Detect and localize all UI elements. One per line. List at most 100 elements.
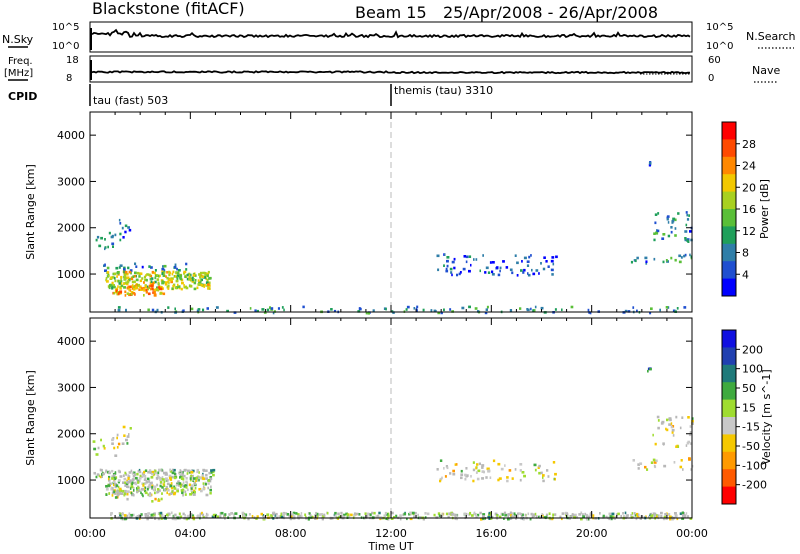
scatter-cell <box>485 308 488 311</box>
scatter-cell <box>153 515 156 519</box>
scatter-cell <box>183 270 187 274</box>
scatter-cell <box>608 517 611 521</box>
scatter-cell <box>166 487 169 491</box>
scatter-cell <box>119 222 122 225</box>
scatter-cell <box>154 517 157 520</box>
scatter-cell <box>192 476 194 480</box>
scatter-cell <box>682 514 686 517</box>
scatter-cell <box>474 513 477 516</box>
scatter-cell <box>650 461 654 464</box>
scatter-cell <box>652 512 656 515</box>
scatter-cell <box>448 512 451 515</box>
scatter-cell <box>485 476 488 479</box>
scatter-cell <box>124 517 127 521</box>
scatter-cell <box>461 306 465 310</box>
scatter-cell <box>497 462 501 466</box>
scatter-cell <box>632 459 635 462</box>
scatter-cell <box>146 487 149 491</box>
scatter-cell <box>104 269 107 272</box>
scatter-cell <box>142 494 144 498</box>
colorbar-tick-label: 20 <box>742 181 756 194</box>
scatter-cell <box>323 513 326 517</box>
scatter-cell <box>116 433 119 437</box>
scatter-cell <box>690 468 693 471</box>
scatter-cell <box>148 265 151 268</box>
scatter-cell <box>646 468 649 471</box>
scatter-cell <box>196 470 199 474</box>
scatter-cell <box>178 482 182 485</box>
scatter-cell <box>198 488 202 491</box>
scatter-cell <box>677 445 680 448</box>
scatter-cell <box>190 489 193 492</box>
scatter-cell <box>177 488 179 491</box>
scatter-cell <box>126 442 129 445</box>
scatter-cell <box>262 514 265 517</box>
scatter-cell <box>492 459 496 463</box>
scatter-cell <box>507 515 509 518</box>
scatter-cell <box>192 278 195 281</box>
scatter-cell <box>124 290 127 294</box>
scatter-cell <box>413 307 416 310</box>
scatter-cell <box>129 269 133 272</box>
colorbar-tick-label: 16 <box>742 203 756 216</box>
scatter-cell <box>125 482 129 486</box>
scatter-cell <box>691 420 694 423</box>
noise-left-tick-bottom: 10^0 <box>52 41 79 52</box>
scatter-cell <box>192 479 195 482</box>
scatter-cell <box>322 515 325 518</box>
scatter-cell <box>281 512 285 516</box>
scatter-cell <box>121 492 124 495</box>
scatter-cell <box>666 217 669 221</box>
scatter-cell <box>480 518 483 521</box>
scatter-cell <box>113 285 116 289</box>
time-axis-title: Time UT <box>367 540 413 553</box>
scatter-cell <box>481 470 485 473</box>
scatter-cell <box>554 308 557 311</box>
scatter-cell <box>124 294 127 297</box>
scatter-cell <box>611 515 615 519</box>
scatter-cell <box>654 442 657 446</box>
scatter-cell <box>154 471 156 474</box>
scatter-cell <box>124 481 126 484</box>
scatter-cell <box>146 514 150 518</box>
scatter-cell <box>610 517 613 521</box>
scatter-cell <box>532 272 536 276</box>
scatter-cell <box>207 286 210 290</box>
scatter-cell <box>447 515 450 519</box>
scatter-cell <box>146 273 149 276</box>
scatter-cell <box>652 433 654 437</box>
scatter-cell <box>657 212 660 215</box>
scatter-cell <box>515 515 519 518</box>
scatter-cell <box>633 512 636 515</box>
scatter-cell <box>134 271 137 275</box>
velocity-colorbar-frame <box>721 329 737 505</box>
scatter-cell <box>234 512 238 515</box>
scatter-cell <box>111 281 114 285</box>
scatter-cell <box>663 464 667 468</box>
scatter-cell <box>285 512 288 515</box>
scatter-cell <box>171 517 175 521</box>
scatter-cell <box>653 238 656 242</box>
scatter-cell <box>534 305 537 309</box>
scatter-cell <box>205 512 208 516</box>
scatter-cell <box>198 281 202 284</box>
scatter-cell <box>475 515 478 519</box>
scatter-cell <box>482 513 486 516</box>
scatter-cell <box>538 471 541 475</box>
scatter-cell <box>554 513 557 516</box>
scatter-cell <box>136 472 139 476</box>
scatter-cell <box>161 514 164 517</box>
scatter-cell <box>668 515 672 519</box>
scatter-cell <box>666 428 669 432</box>
scatter-cell <box>335 515 338 519</box>
scatter-cell <box>113 475 116 479</box>
scatter-cell <box>131 493 133 497</box>
scatter-cell <box>144 513 148 516</box>
scatter-cell <box>358 307 361 310</box>
scatter-cell <box>151 472 154 476</box>
scatter-cell <box>104 238 106 241</box>
scatter-cell <box>272 311 275 315</box>
scatter-cell <box>144 489 147 493</box>
scatter-cell <box>120 284 124 288</box>
scatter-cell <box>191 491 195 495</box>
